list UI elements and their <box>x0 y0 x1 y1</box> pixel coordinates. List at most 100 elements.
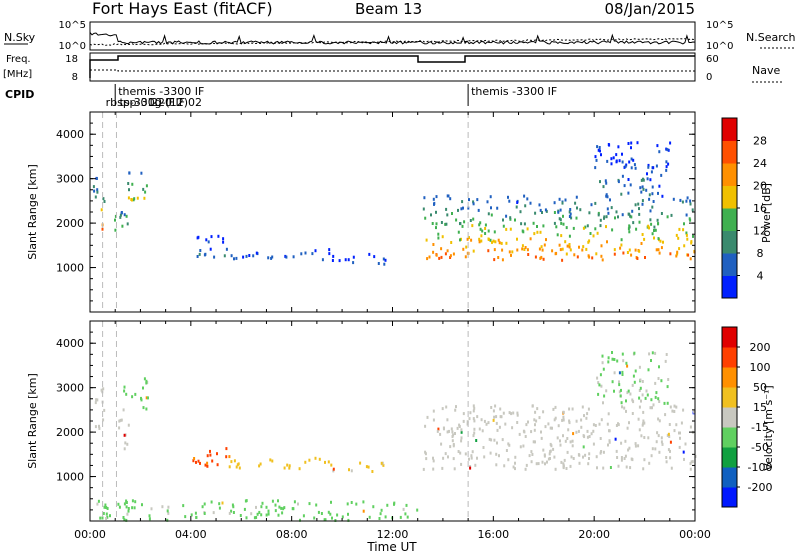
heatmap-cell <box>610 157 613 161</box>
heatmap-cell <box>627 389 630 393</box>
heatmap-cell <box>468 417 471 421</box>
heatmap-cell <box>206 454 209 458</box>
heatmap-cell <box>271 255 274 259</box>
heatmap-cell <box>616 359 619 363</box>
heatmap-cell <box>534 410 537 414</box>
heatmap-cell <box>504 422 507 426</box>
heatmap-cell <box>544 425 547 429</box>
colorbar-tick-label: 28 <box>753 135 767 148</box>
heatmap-cell <box>621 152 623 156</box>
heatmap-cell <box>332 469 335 473</box>
heatmap-cell <box>594 155 597 159</box>
heatmap-cell <box>599 451 602 455</box>
heatmap-cell <box>94 401 97 405</box>
heatmap-cell <box>530 430 533 434</box>
heatmap-cell <box>576 206 578 210</box>
heatmap-cell <box>631 383 634 387</box>
heatmap-cell <box>594 424 597 427</box>
heatmap-cell <box>270 256 273 260</box>
colorbar-tick-label: 200 <box>750 341 771 354</box>
heatmap-cell <box>142 187 145 191</box>
heatmap-cell <box>592 423 595 427</box>
heatmap-cell <box>508 250 511 254</box>
heatmap-cell <box>632 158 635 162</box>
heatmap-cell <box>651 192 654 196</box>
heatmap-cell <box>533 232 536 236</box>
heatmap-cell <box>330 500 332 504</box>
heatmap-cell <box>605 215 608 219</box>
heatmap-cell <box>501 258 504 262</box>
velocity-panel-frame <box>89 320 696 522</box>
heatmap-cell <box>558 217 561 221</box>
heatmap-cell <box>560 221 563 225</box>
heatmap-cell <box>689 202 692 206</box>
heatmap-cell <box>587 240 590 244</box>
heatmap-cell <box>658 400 661 403</box>
heatmap-cell <box>197 459 200 463</box>
heatmap-cell <box>641 393 644 397</box>
heatmap-cell <box>118 505 121 509</box>
heatmap-cell <box>211 459 214 463</box>
heatmap-cell <box>425 238 428 242</box>
heatmap-cell <box>373 255 376 259</box>
heatmap-cell <box>329 512 332 516</box>
heatmap-cell <box>469 466 472 470</box>
heatmap-cell <box>435 226 437 230</box>
heatmap-cell <box>368 252 371 256</box>
heatmap-cell <box>611 228 614 232</box>
heatmap-cell <box>440 247 443 251</box>
heatmap-cell <box>562 214 564 218</box>
heatmap-cell <box>525 463 528 467</box>
heatmap-cell <box>557 424 560 428</box>
heatmap-cell <box>125 214 128 218</box>
heatmap-cell <box>524 435 527 438</box>
heatmap-cell <box>106 515 109 519</box>
heatmap-cell <box>125 392 128 396</box>
heatmap-cell <box>656 218 659 222</box>
heatmap-cell <box>509 217 512 221</box>
heatmap-cell <box>689 462 692 466</box>
heatmap-cell <box>195 515 198 519</box>
heatmap-cell <box>94 195 97 199</box>
heatmap-cell <box>684 442 687 446</box>
heatmap-cell <box>562 222 565 226</box>
heatmap-cell <box>579 208 582 212</box>
heatmap-cell <box>445 405 448 409</box>
colorbar-swatch <box>722 447 737 468</box>
heatmap-cell <box>672 197 675 201</box>
heatmap-cell <box>594 166 597 170</box>
heatmap-cell <box>582 445 585 449</box>
colorbar-swatch <box>722 467 737 488</box>
heatmap-cell <box>404 512 407 516</box>
cpid-entry-3: 220 IF <box>151 96 185 109</box>
heatmap-cell <box>119 418 122 422</box>
heatmap-cell <box>255 505 257 509</box>
heatmap-cell <box>525 423 528 427</box>
heatmap-cell <box>474 463 477 467</box>
heatmap-cell <box>620 458 623 462</box>
heatmap-cell <box>470 454 473 458</box>
ytick-label: 2000 <box>56 426 84 439</box>
heatmap-cell <box>452 252 455 256</box>
heatmap-cell <box>559 443 562 447</box>
heatmap-cell <box>142 406 145 410</box>
heatmap-cell <box>653 225 656 229</box>
heatmap-cell <box>657 248 660 252</box>
colorbar-tick-label: -50 <box>751 441 769 454</box>
heatmap-cell <box>552 407 555 411</box>
heatmap-cell <box>558 197 561 201</box>
heatmap-cell <box>508 199 511 203</box>
heatmap-cell <box>480 234 483 238</box>
heatmap-cell <box>99 516 102 520</box>
heatmap-cell <box>147 396 149 400</box>
colorbar-swatch <box>722 487 737 508</box>
heatmap-cell <box>336 513 339 517</box>
heatmap-cell <box>664 413 667 417</box>
heatmap-cell <box>232 505 235 509</box>
heatmap-cell <box>516 237 518 241</box>
heatmap-cell <box>148 517 151 521</box>
heatmap-cell <box>424 450 427 454</box>
heatmap-cell <box>210 235 213 239</box>
heatmap-cell <box>120 418 123 422</box>
heatmap-cell <box>341 515 344 519</box>
